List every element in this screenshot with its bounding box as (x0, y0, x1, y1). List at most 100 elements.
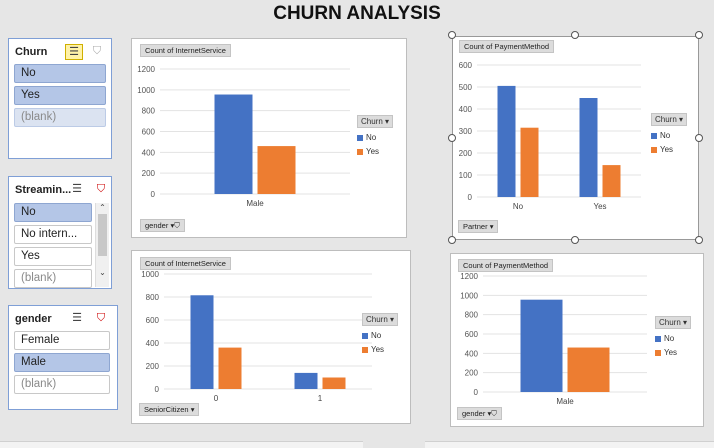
y-tick-label: 600 (146, 316, 160, 325)
axis-field-label: gender (462, 409, 486, 418)
axis-field-label: gender (145, 221, 169, 230)
legend-label-no: No (664, 334, 675, 343)
legend-swatch-no (651, 132, 657, 139)
chart-internet-by-senior[interactable]: 0 200 400 600 800 1000 0 1 Count of InternetSer… (131, 250, 411, 424)
slicer-item[interactable]: No (14, 203, 92, 222)
slicer-item[interactable]: (blank) (14, 269, 92, 288)
axis-field-label: Partner (463, 222, 488, 231)
bar-yes[interactable] (257, 146, 296, 194)
y-tick-label: 0 (474, 388, 479, 397)
resize-handle-tr[interactable] (695, 31, 703, 39)
chart-payment-by-gender[interactable]: 0 200 400 600 800 1000 1200 Male Count of Payme… (450, 253, 704, 427)
legend-title: Churn (361, 117, 383, 126)
y-tick-label: 300 (459, 127, 473, 136)
bar-no[interactable] (497, 85, 516, 197)
filter-dropdown-icon: ▾⛉ (170, 221, 180, 230)
resize-handle-b[interactable] (571, 236, 579, 244)
slicer-gender[interactable]: gender ☰ ⛉ Female Male (blank) (8, 305, 118, 410)
sheet-scrollbar-right[interactable] (425, 441, 714, 448)
value-field-button[interactable]: Count of PaymentMethod (458, 259, 554, 272)
slicer-gender-header: gender (15, 313, 52, 325)
axis-field-button[interactable]: gender ▾⛉ (140, 219, 185, 232)
dropdown-icon: ▾ (679, 115, 684, 124)
clear-filter-icon[interactable]: ⛉ (92, 45, 102, 57)
scroll-down-icon[interactable]: ⌄ (99, 268, 106, 277)
slicer-item[interactable]: Male (14, 353, 110, 372)
multi-select-icon[interactable]: ☰ (72, 183, 82, 195)
slicer-item[interactable]: No (14, 64, 106, 83)
dropdown-icon: ▾ (390, 315, 395, 324)
bar-yes[interactable] (567, 347, 610, 392)
resize-handle-t[interactable] (571, 31, 579, 39)
chart-payment-by-partner[interactable]: 0 100 200 300 400 500 600 No Yes Count of Paymen… (452, 36, 699, 240)
value-field-button[interactable]: Count of InternetService (140, 44, 231, 57)
y-tick-label: 400 (142, 148, 156, 157)
bar-yes[interactable] (602, 165, 621, 197)
resize-handle-br[interactable] (695, 236, 703, 244)
filter-dropdown-icon: ▾⛉ (487, 409, 497, 418)
value-field-button[interactable]: Count of InternetService (140, 257, 231, 270)
slicer-scrollbar[interactable]: ⌃ ⌄ (95, 203, 109, 287)
multi-select-icon[interactable]: ☰ (72, 312, 82, 324)
y-tick-label: 600 (142, 128, 156, 137)
legend-title: Churn (659, 318, 681, 327)
y-tick-label: 1000 (141, 270, 159, 279)
y-tick-label: 200 (459, 149, 473, 158)
slicer-item[interactable]: No intern... (14, 225, 92, 244)
chart-internet-by-gender[interactable]: 0 200 400 600 800 1000 1200 Male Count of Inter… (131, 38, 407, 238)
y-tick-label: 0 (155, 385, 160, 394)
axis-field-button[interactable]: gender ▾⛉ (457, 407, 502, 420)
slicer-item[interactable]: Yes (14, 247, 92, 266)
legend: Churn ▾ No Yes (655, 316, 692, 357)
bar-yes[interactable] (218, 347, 242, 389)
resize-handle-bl[interactable] (448, 236, 456, 244)
clear-filter-icon[interactable]: ⛉ (96, 312, 106, 324)
y-tick-label: 400 (465, 349, 479, 358)
bar-no[interactable] (579, 98, 598, 197)
slicer-churn[interactable]: Churn ☰ ⛉ No Yes (blank) (8, 38, 112, 159)
slicer-item[interactable]: Yes (14, 86, 106, 105)
legend-title: Churn (655, 115, 677, 124)
resize-handle-tl[interactable] (448, 31, 456, 39)
resize-handle-l[interactable] (448, 134, 456, 142)
bar-no[interactable] (294, 372, 318, 389)
legend: Churn ▾ No Yes (357, 115, 394, 156)
y-tick-label: 200 (146, 362, 160, 371)
axis-field-button[interactable]: SeniorCitizen ▾ (139, 403, 200, 416)
clear-filter-icon[interactable]: ⛉ (96, 183, 106, 195)
bar-no[interactable] (214, 94, 253, 194)
legend-field-button[interactable]: Churn ▾ (651, 113, 688, 126)
legend-swatch-no (655, 335, 661, 342)
y-tick-label: 1200 (137, 65, 155, 74)
y-tick-label: 600 (465, 330, 479, 339)
y-tick-label: 800 (146, 293, 160, 302)
legend-swatch-yes (357, 148, 363, 155)
y-tick-label: 400 (146, 339, 160, 348)
legend-field-button[interactable]: Churn ▾ (655, 316, 692, 329)
bar-yes[interactable] (520, 127, 539, 197)
multi-select-icon[interactable]: ☰ (65, 44, 83, 60)
legend-label-yes: Yes (366, 147, 380, 156)
value-field-button[interactable]: Count of PaymentMethod (459, 40, 555, 53)
legend-field-button[interactable]: Churn ▾ (357, 115, 394, 128)
axis-field-button[interactable]: Partner ▾ (458, 220, 499, 233)
y-tick-label: 500 (459, 83, 473, 92)
bar-no[interactable] (190, 295, 214, 389)
sheet-scrollbar-left[interactable] (0, 441, 363, 448)
slicer-item[interactable]: (blank) (14, 108, 106, 127)
legend-swatch-no (362, 332, 368, 339)
scroll-up-icon[interactable]: ⌃ (99, 203, 106, 212)
x-tick-label: 0 (214, 394, 219, 403)
slicer-item[interactable]: Female (14, 331, 110, 350)
scroll-thumb[interactable] (98, 214, 107, 256)
y-tick-label: 800 (465, 311, 479, 320)
y-tick-label: 1000 (137, 86, 155, 95)
y-tick-label: 600 (459, 61, 473, 70)
bar-yes[interactable] (322, 377, 346, 390)
bar-no[interactable] (520, 299, 563, 392)
slicer-streaming[interactable]: Streamin... ☰ ⛉ No No intern... Yes (bla… (8, 176, 112, 289)
slicer-item[interactable]: (blank) (14, 375, 110, 394)
resize-handle-r[interactable] (695, 134, 703, 142)
legend-field-button[interactable]: Churn ▾ (362, 313, 399, 326)
y-tick-label: 0 (468, 193, 473, 202)
